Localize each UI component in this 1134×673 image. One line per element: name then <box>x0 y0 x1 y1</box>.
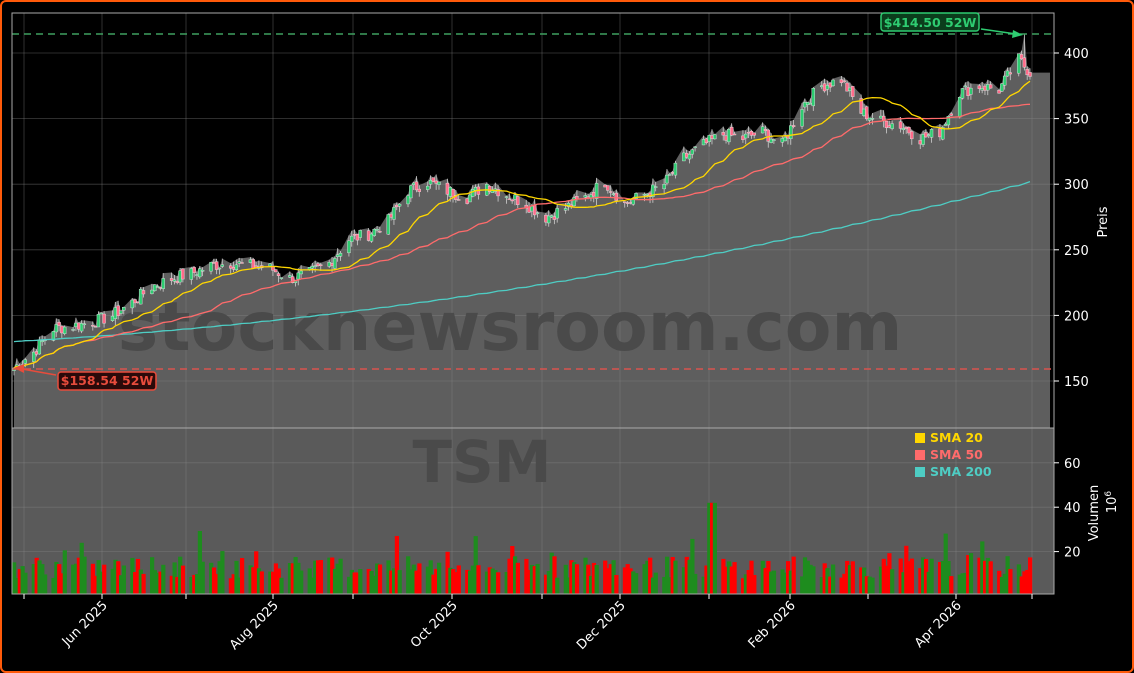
high-52w-label: $414.50 52W <box>884 15 977 30</box>
grid-lines <box>12 13 1054 594</box>
svg-text:Jun 2025: Jun 2025 <box>59 598 111 650</box>
svg-text:40: 40 <box>1064 501 1081 516</box>
date-axis: Jun 2025 Aug 2025 Oct 2025 Dec 2025 Feb 2026… <box>23 594 1033 653</box>
volume-axis-unit: 106 <box>1104 491 1120 514</box>
high-52w-arrow <box>980 28 1017 35</box>
price-axis-title: Preis <box>1096 206 1111 237</box>
price-axis: 150 200 250 300 350 400 <box>1054 47 1089 390</box>
volume-axis-title: Volumen <box>1087 485 1102 542</box>
watermark-ticker: TSM <box>412 428 551 496</box>
svg-text:Dec 2025: Dec 2025 <box>574 598 629 653</box>
svg-text:250: 250 <box>1064 244 1089 259</box>
high-52w-badge: $414.50 52W <box>880 12 1023 38</box>
volume-axis: 20 40 60 <box>1054 457 1081 561</box>
svg-text:350: 350 <box>1064 113 1089 128</box>
svg-text:Apr 2026: Apr 2026 <box>912 598 965 651</box>
candlesticks <box>12 33 1032 376</box>
svg-text:150: 150 <box>1064 375 1089 390</box>
svg-text:Aug 2025: Aug 2025 <box>227 598 282 653</box>
low-52w-badge: $158.54 52W <box>14 364 157 391</box>
svg-text:Feb 2026: Feb 2026 <box>746 598 799 651</box>
sma-200-swatch <box>915 467 925 477</box>
volume-bars <box>12 502 1033 594</box>
sma-legend: SMA 20 SMA 50 SMA 200 <box>915 430 992 479</box>
svg-text:20: 20 <box>1064 546 1081 561</box>
svg-text:300: 300 <box>1064 178 1089 193</box>
volume-panel-border <box>11 427 1055 595</box>
watermark-site: stocknewsroom.com <box>118 288 903 367</box>
sma-50-line <box>13 103 1031 369</box>
arrow-head-icon <box>1012 30 1023 38</box>
low-52w-label: $158.54 52W <box>61 373 154 388</box>
arrow-head-icon <box>14 364 24 373</box>
low-52w-arrow <box>21 368 57 376</box>
svg-text:Oct 2025: Oct 2025 <box>408 598 461 651</box>
legend-sma-50: SMA 50 <box>930 447 983 462</box>
legend-sma-200: SMA 200 <box>930 464 992 479</box>
svg-text:200: 200 <box>1064 309 1089 324</box>
sma-20-swatch <box>915 433 925 443</box>
svg-text:400: 400 <box>1064 47 1089 62</box>
sma-20-line <box>13 80 1031 369</box>
sma-200-line <box>13 180 1031 343</box>
sma-50-swatch <box>915 450 925 460</box>
svg-text:60: 60 <box>1064 457 1081 472</box>
legend-sma-20: SMA 20 <box>930 430 983 445</box>
